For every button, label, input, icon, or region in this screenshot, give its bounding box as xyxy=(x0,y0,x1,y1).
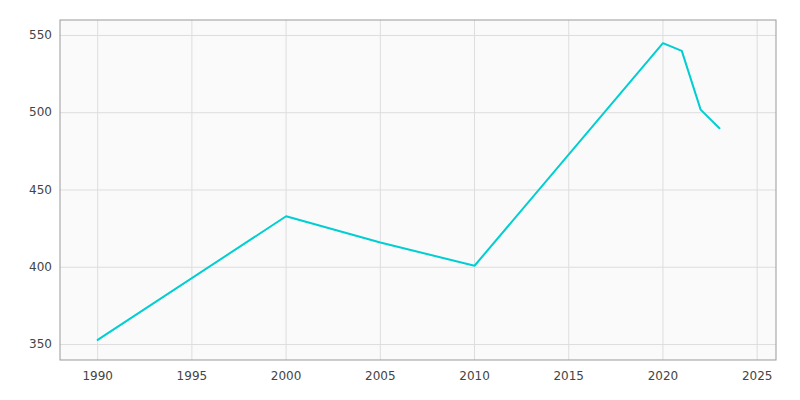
x-grid-line xyxy=(380,20,381,360)
y-tick-label: 550 xyxy=(29,28,52,42)
y-tick-label: 450 xyxy=(29,183,52,197)
y-grid-line xyxy=(60,112,776,113)
grid xyxy=(60,20,776,360)
x-grid-line xyxy=(757,20,758,360)
series xyxy=(98,43,720,340)
x-tick-label: 2010 xyxy=(459,369,490,383)
x-grid-line xyxy=(662,20,663,360)
y-grid-line xyxy=(60,267,776,268)
x-tick-label: 2005 xyxy=(365,369,396,383)
x-grid-line xyxy=(97,20,98,360)
y-tick-label: 350 xyxy=(29,337,52,351)
x-tick-label: 2000 xyxy=(271,369,302,383)
y-tick-label: 400 xyxy=(29,260,52,274)
x-tick-label: 2025 xyxy=(742,369,773,383)
y-grid-line xyxy=(60,190,776,191)
x-tick-label: 2020 xyxy=(648,369,679,383)
y-tick-label: 500 xyxy=(29,105,52,119)
x-tick-label: 2015 xyxy=(553,369,584,383)
x-grid-line xyxy=(474,20,475,360)
x-grid-line xyxy=(191,20,192,360)
plot-frame xyxy=(60,20,776,360)
x-grid-line xyxy=(568,20,569,360)
line xyxy=(98,43,720,340)
y-grid-line xyxy=(60,344,776,345)
chart-container: 350 400 450 500 550 1990 1995 2000 2005 2010 2015 2… xyxy=(0,0,800,400)
x-tick-label: 1990 xyxy=(82,369,113,383)
tick-labels: 350 400 450 500 550 1990 1995 2000 2005 2010 2015 2… xyxy=(29,28,772,383)
chart: 350 400 450 500 550 1990 1995 2000 2005 2010 2015 2… xyxy=(0,0,800,400)
x-tick-label: 1995 xyxy=(177,369,208,383)
page: {"chart_data": {"type": "line", "x": [19… xyxy=(0,0,800,400)
y-grid-line xyxy=(60,35,776,36)
plot-area xyxy=(60,20,776,360)
x-grid-line xyxy=(286,20,287,360)
